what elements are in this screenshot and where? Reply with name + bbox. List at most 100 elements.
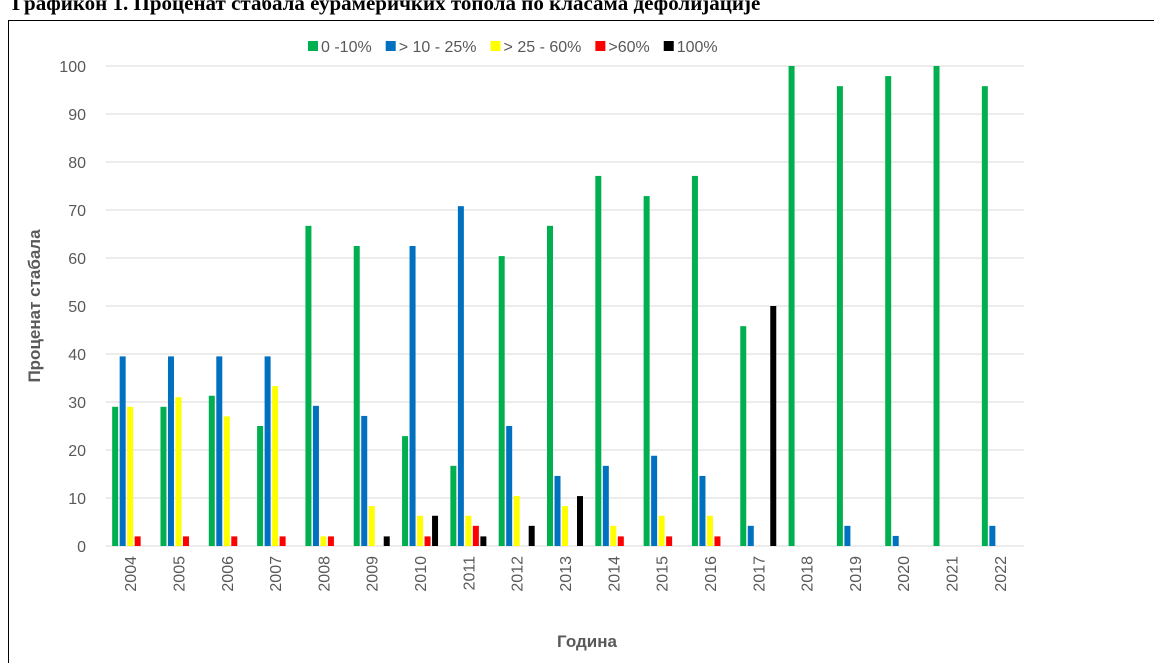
bar: [562, 506, 568, 546]
bar: [981, 86, 988, 546]
bar: [383, 536, 390, 546]
bar: [160, 406, 167, 546]
x-tick-label: 2022: [993, 556, 1010, 592]
x-axis-label: Година: [557, 632, 617, 651]
bar: [602, 465, 609, 546]
bar: [617, 536, 624, 546]
bar: [691, 175, 698, 547]
x-tick-label: 2012: [510, 556, 527, 592]
bar: [223, 416, 230, 546]
y-tick-label: 0: [77, 539, 86, 556]
x-tick-label: 2017: [751, 556, 768, 592]
bar: [119, 356, 126, 546]
bar: [134, 536, 141, 546]
legend-label: 100%: [677, 39, 718, 56]
chart-frame: [8, 20, 1154, 663]
bar: [432, 515, 439, 546]
bar: [208, 395, 215, 546]
y-tick-label: 80: [68, 155, 86, 172]
x-tick-label: 2008: [316, 556, 333, 592]
bar: [465, 515, 472, 546]
bar: [167, 356, 174, 546]
legend-swatch: [385, 41, 396, 51]
bar: [417, 515, 424, 546]
bar: [658, 515, 665, 546]
bar: [472, 525, 479, 546]
bar: [305, 225, 312, 546]
bar: [595, 175, 602, 547]
bar: [279, 536, 286, 546]
bar: [643, 196, 650, 546]
bar: [651, 455, 658, 546]
bar: [182, 536, 189, 546]
legend-label: 0 -10%: [321, 39, 372, 56]
bar: [747, 525, 754, 546]
bar: [216, 356, 223, 546]
legend-swatch: [490, 41, 501, 51]
bar: [402, 436, 409, 546]
bar: [320, 536, 327, 546]
x-tick-label: 2018: [800, 556, 817, 592]
bar: [264, 356, 271, 546]
bar: [699, 475, 706, 546]
x-tick-label: 2014: [606, 556, 623, 592]
chart-title: Графикон 1. Проценат стабала еурамерички…: [12, 0, 760, 15]
y-tick-label: 10: [68, 491, 86, 508]
x-tick-label: 2016: [703, 556, 720, 592]
y-tick-label: 100: [59, 59, 86, 76]
y-tick-label: 20: [68, 443, 86, 460]
bar: [933, 66, 940, 546]
bar: [353, 246, 360, 546]
bar: [989, 525, 996, 546]
bar: [257, 426, 264, 546]
bar: [892, 535, 899, 546]
bar: [554, 475, 561, 546]
y-tick-label: 90: [68, 107, 86, 124]
bar: [666, 536, 673, 546]
x-tick-label: 2004: [123, 556, 140, 592]
bar: [424, 536, 431, 546]
bar: [506, 426, 513, 546]
bar: [498, 256, 505, 546]
legend-label: >60%: [608, 39, 649, 56]
bar: [714, 536, 721, 546]
bar: [231, 536, 238, 546]
legend-swatch: [308, 41, 318, 51]
bar: [885, 76, 892, 546]
x-tick-label: 2021: [945, 556, 962, 592]
bar: [480, 536, 487, 546]
y-tick-label: 30: [68, 395, 86, 412]
x-tick-label: 2010: [413, 556, 430, 592]
x-tick-label: 2013: [558, 556, 575, 592]
bar: [513, 496, 520, 546]
bar: [112, 406, 119, 546]
x-tick-label: 2006: [220, 556, 237, 592]
bar: [450, 465, 457, 546]
bar: [577, 496, 583, 546]
bar: [361, 415, 368, 546]
bar: [368, 506, 375, 546]
x-tick-label: 2009: [365, 556, 382, 592]
x-tick-label: 2011: [461, 556, 478, 591]
legend-label: > 25 - 60%: [504, 39, 582, 56]
bar: [127, 406, 134, 546]
y-tick-label: 60: [68, 251, 86, 268]
bar: [327, 536, 334, 546]
x-tick-label: 2020: [896, 556, 913, 592]
y-tick-label: 50: [68, 299, 86, 316]
bar: [706, 515, 713, 546]
bar: [547, 225, 553, 546]
bar: [312, 405, 319, 546]
bar: [272, 386, 279, 546]
bar: [740, 326, 747, 546]
bar: [610, 525, 617, 546]
bar: [836, 86, 843, 546]
x-tick-label: 2005: [171, 556, 188, 592]
legend-swatch: [595, 41, 606, 51]
x-tick-label: 2007: [268, 556, 285, 592]
bar: [175, 397, 182, 546]
y-axis-label: Проценат стабала: [25, 229, 44, 383]
bar: [844, 525, 851, 546]
bar: [770, 306, 777, 546]
